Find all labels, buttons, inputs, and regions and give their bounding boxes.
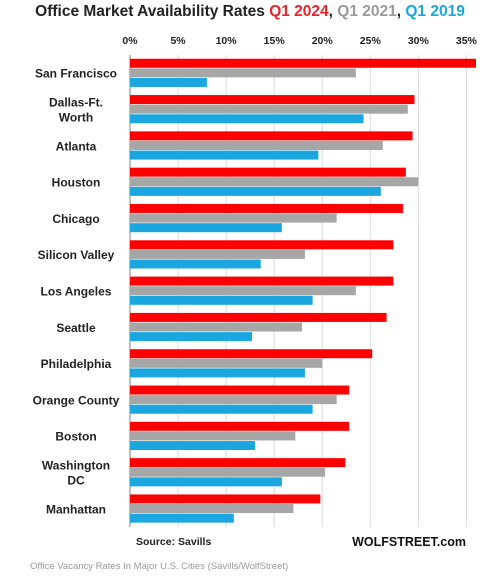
x-tick-label: 0% bbox=[122, 35, 138, 47]
bar-san-francisco-q1-2021 bbox=[130, 68, 356, 78]
y-category-label: Dallas-Ft. Worth bbox=[49, 95, 103, 124]
watermark-label: WOLFSTREET.com bbox=[352, 535, 466, 549]
title-separator: , bbox=[328, 3, 338, 20]
y-category-label: Orange County bbox=[33, 393, 120, 407]
x-tick-label: 20% bbox=[312, 35, 334, 47]
bar-dallas-ft-worth-q1-2021 bbox=[130, 104, 408, 114]
bar-dallas-ft-worth-q1-2024 bbox=[130, 95, 415, 105]
legend-series-q1-2021: Q1 2021 bbox=[337, 3, 397, 20]
y-category-label-line: Los Angeles bbox=[41, 285, 112, 299]
bar-los-angeles-q1-2021 bbox=[130, 286, 356, 296]
bar-chart: 0% 5% 10% 15% 20% 25% 30% 35% San Francisco Dalla… bbox=[33, 35, 478, 549]
bar-houston-q1-2021 bbox=[130, 177, 419, 187]
y-category-label-line: Philadelphia bbox=[41, 357, 112, 371]
y-category-label-line: Manhattan bbox=[46, 502, 106, 516]
bar-orange-county-q1-2021 bbox=[130, 395, 337, 405]
title-separator: , bbox=[396, 3, 406, 20]
bar-chicago-q1-2024 bbox=[130, 203, 403, 213]
y-category-label-line: Dallas-Ft. bbox=[49, 95, 103, 109]
x-tick-label: 35% bbox=[456, 35, 478, 47]
y-category-label: Chicago bbox=[52, 212, 99, 226]
y-category-label: Boston bbox=[55, 430, 96, 444]
y-category-label-line: Atlanta bbox=[56, 139, 97, 153]
y-category-label-line: San Francisco bbox=[35, 67, 117, 81]
bar-orange-county-q1-2024 bbox=[130, 385, 350, 395]
y-category-label-line: Orange County bbox=[33, 393, 120, 407]
source-note: Source: Savills bbox=[136, 536, 211, 548]
y-category-label: Seattle bbox=[56, 321, 96, 335]
bar-manhattan-q1-2019 bbox=[130, 513, 234, 523]
bar-seattle-q1-2019 bbox=[130, 332, 253, 342]
bar-boston-q1-2024 bbox=[130, 421, 350, 431]
legend-series-q1-2024: Q1 2024 bbox=[269, 3, 329, 20]
y-category-label: Silicon Valley bbox=[38, 248, 115, 262]
bar-los-angeles-q1-2019 bbox=[130, 295, 313, 305]
bar-chicago-q1-2019 bbox=[130, 223, 282, 233]
y-category-label-line: Chicago bbox=[52, 212, 99, 226]
bar-boston-q1-2019 bbox=[130, 441, 255, 451]
bar-silicon-valley-q1-2024 bbox=[130, 240, 394, 250]
chart-title: Office Market Availability Rates Q1 2024… bbox=[0, 3, 500, 21]
bar-san-francisco-q1-2019 bbox=[130, 77, 207, 87]
x-tick-label: 10% bbox=[216, 35, 238, 47]
legend-series-q1-2019: Q1 2019 bbox=[405, 3, 465, 20]
bar-silicon-valley-q1-2021 bbox=[130, 249, 305, 259]
bar-chicago-q1-2021 bbox=[130, 213, 337, 223]
y-category-label: Houston bbox=[52, 176, 101, 190]
bar-atlanta-q1-2021 bbox=[130, 140, 383, 150]
y-category-label: Atlanta bbox=[56, 139, 97, 153]
chart-title-text: Office Market Availability Rates bbox=[35, 3, 265, 20]
bar-san-francisco-q1-2024 bbox=[130, 58, 476, 68]
bar-atlanta-q1-2019 bbox=[130, 150, 319, 160]
bar-washington-dc-q1-2019 bbox=[130, 477, 282, 487]
x-tick-label: 5% bbox=[170, 35, 186, 47]
y-category-label: Los Angeles bbox=[41, 285, 112, 299]
y-category-label-line: Boston bbox=[55, 430, 96, 444]
x-tick-label: 25% bbox=[360, 35, 382, 47]
bar-dallas-ft-worth-q1-2019 bbox=[130, 114, 364, 124]
bar-atlanta-q1-2024 bbox=[130, 131, 413, 141]
y-category-label: Washington DC bbox=[42, 459, 110, 488]
y-category-label: Manhattan bbox=[46, 502, 106, 516]
bar-philadelphia-q1-2021 bbox=[130, 358, 323, 368]
y-category-label: Philadelphia bbox=[41, 357, 112, 371]
y-category-label-line: Worth bbox=[59, 110, 93, 124]
bar-washington-dc-q1-2021 bbox=[130, 467, 326, 477]
y-category-label-line: Houston bbox=[52, 176, 101, 190]
y-category-label-line: Seattle bbox=[56, 321, 96, 335]
bar-philadelphia-q1-2019 bbox=[130, 368, 305, 378]
bar-seattle-q1-2021 bbox=[130, 322, 303, 332]
y-category-label-line: Washington bbox=[42, 459, 110, 473]
bar-silicon-valley-q1-2019 bbox=[130, 259, 261, 269]
bar-manhattan-q1-2021 bbox=[130, 504, 294, 514]
x-tick-label: 15% bbox=[264, 35, 286, 47]
bar-orange-county-q1-2019 bbox=[130, 404, 313, 414]
figure-caption: Office Vacancy Rates In Major U.S. Citie… bbox=[30, 561, 289, 572]
y-category-label: San Francisco bbox=[35, 67, 117, 81]
x-tick-label: 30% bbox=[408, 35, 430, 47]
bar-houston-q1-2024 bbox=[130, 167, 406, 177]
bar-washington-dc-q1-2024 bbox=[130, 458, 346, 468]
bar-manhattan-q1-2024 bbox=[130, 494, 321, 504]
bar-philadelphia-q1-2024 bbox=[130, 349, 373, 359]
bar-boston-q1-2021 bbox=[130, 431, 296, 441]
bar-houston-q1-2019 bbox=[130, 186, 381, 196]
y-category-label-line: DC bbox=[67, 474, 85, 488]
bar-seattle-q1-2024 bbox=[130, 312, 387, 322]
bar-los-angeles-q1-2024 bbox=[130, 276, 394, 286]
y-category-label-line: Silicon Valley bbox=[38, 248, 115, 262]
